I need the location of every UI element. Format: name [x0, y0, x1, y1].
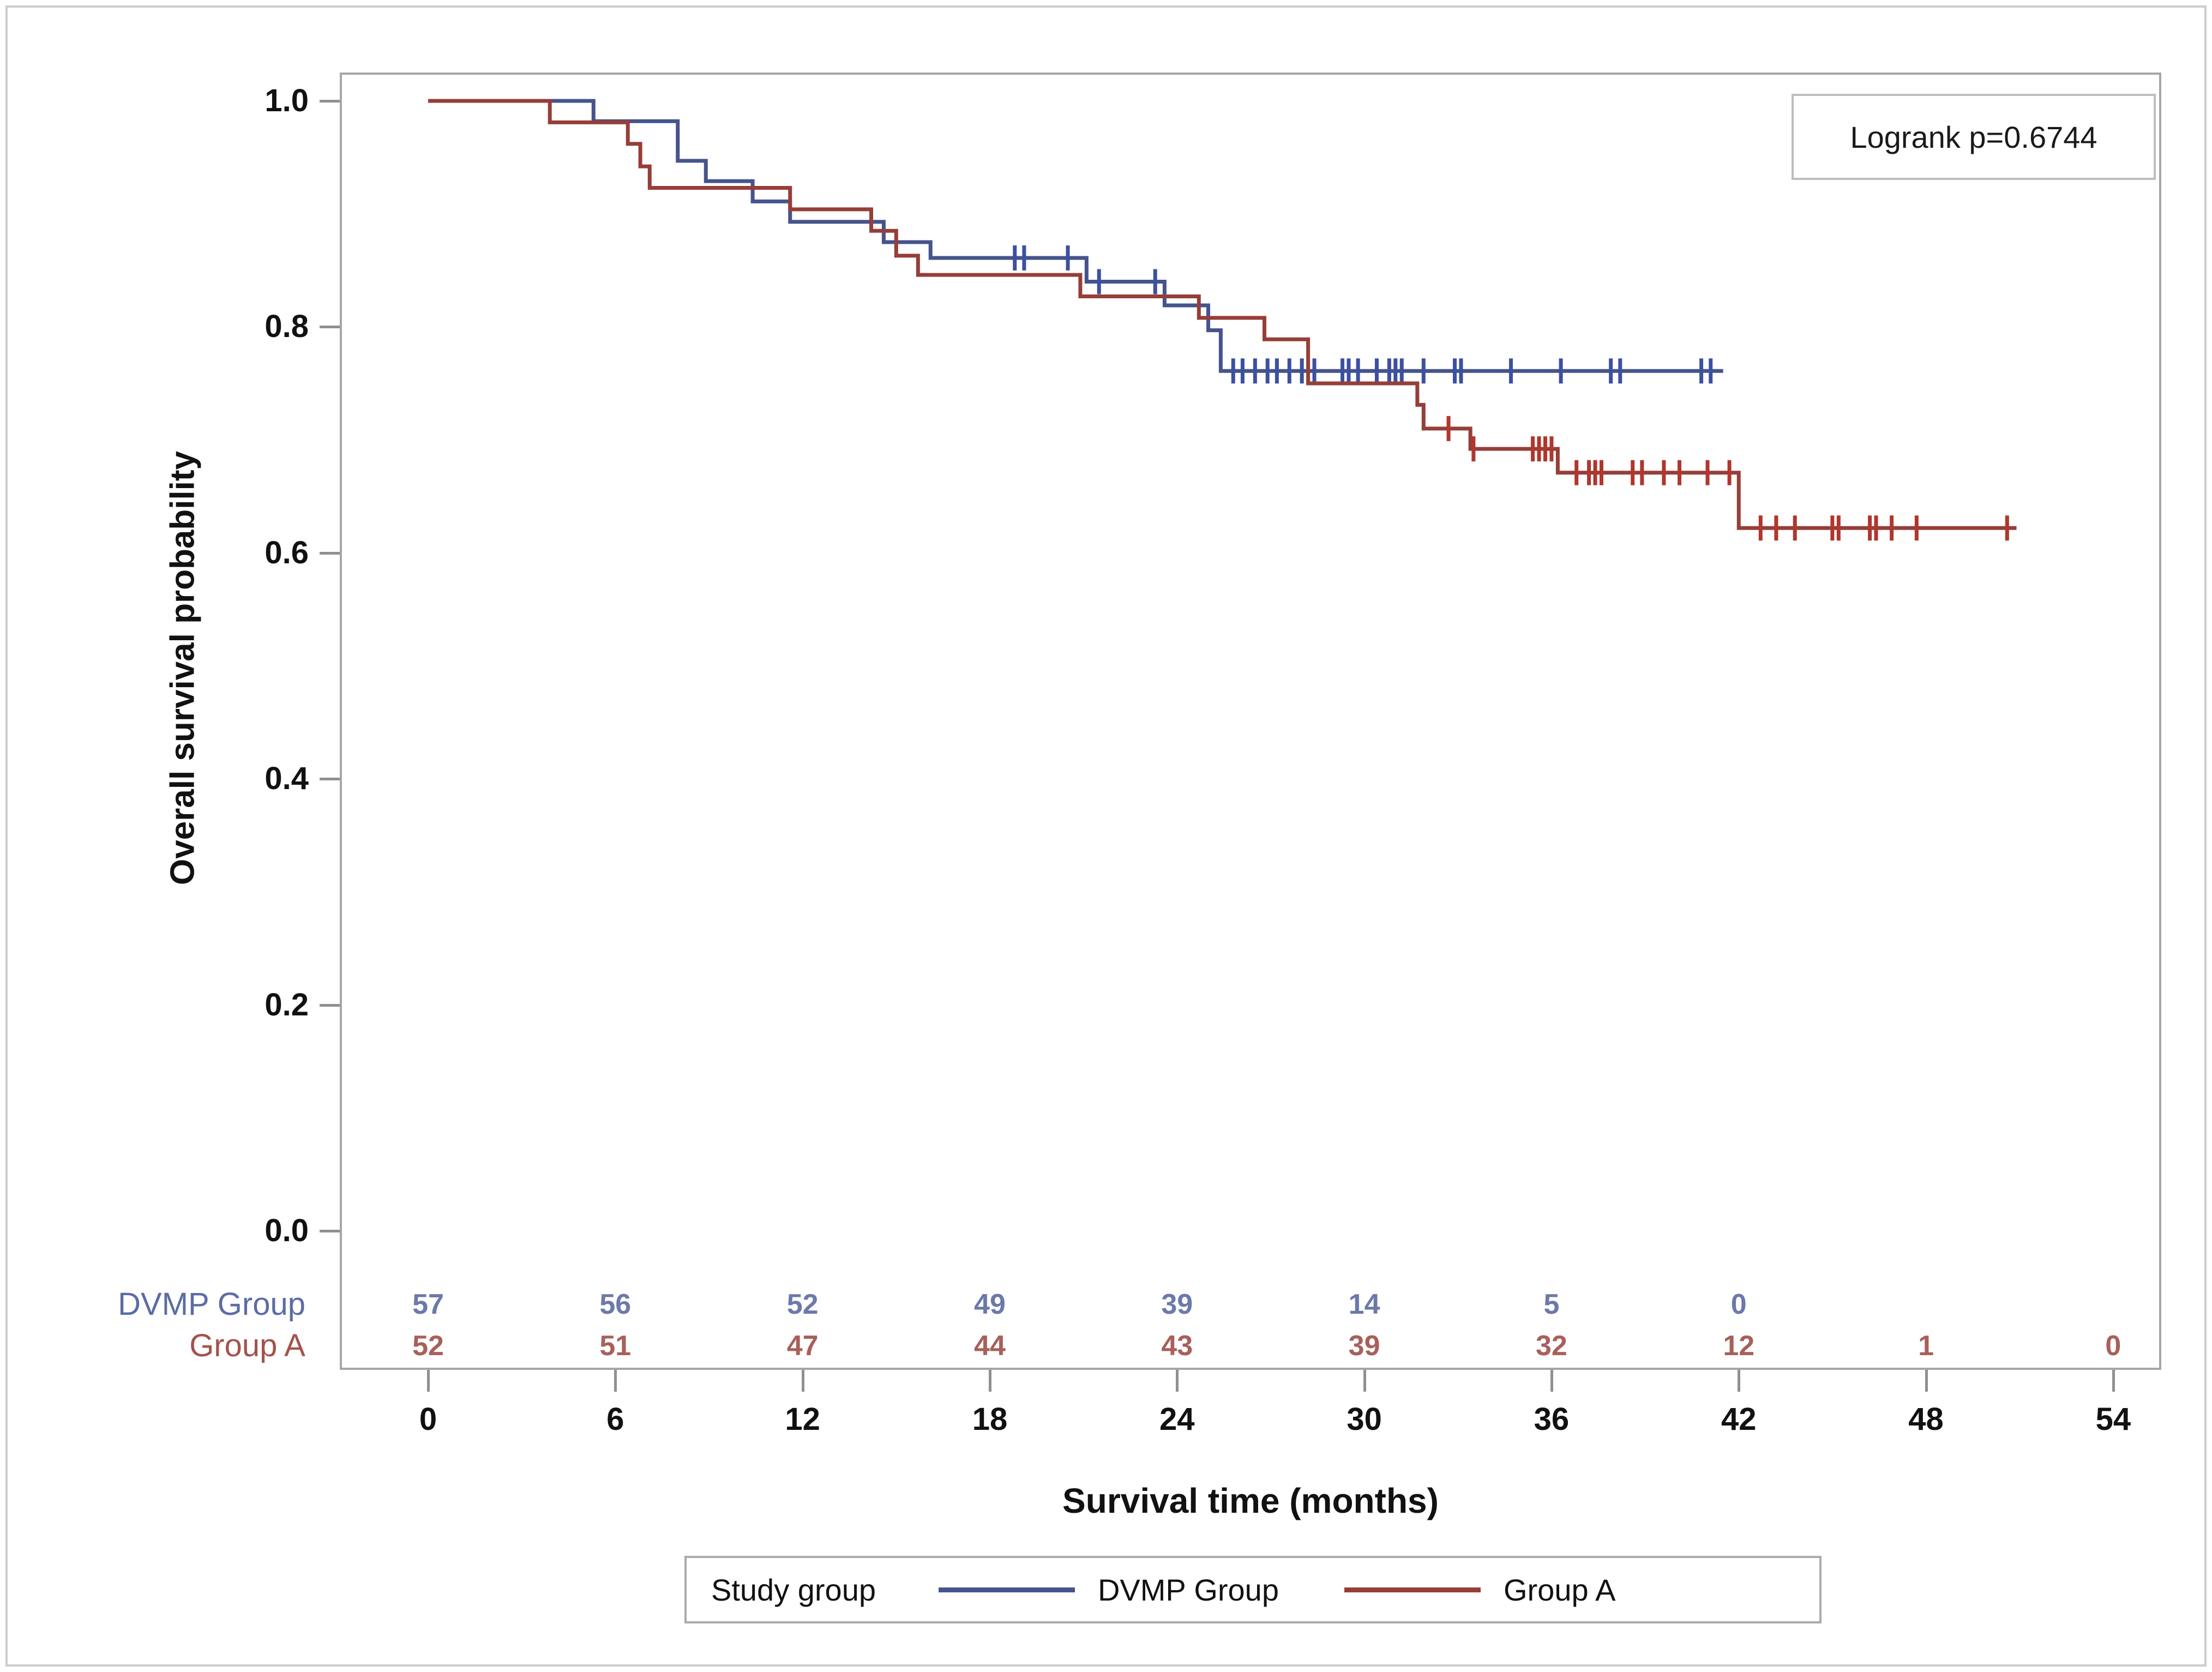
x-tick-label: 54: [2095, 1402, 2131, 1437]
x-tick-mark: [988, 1370, 991, 1392]
y-tick-mark: [320, 1230, 340, 1232]
x-tick-label: 18: [972, 1402, 1008, 1437]
at-risk-value: 12: [1723, 1330, 1755, 1362]
at-risk-value: 47: [786, 1330, 819, 1362]
legend-line-swatch: [938, 1587, 1075, 1592]
legend-entry-label: DVMP Group: [1097, 1572, 1279, 1607]
x-tick-label: 42: [1721, 1402, 1757, 1437]
y-tick-label: 0.2: [265, 987, 309, 1023]
y-tick-label: 1.0: [265, 83, 309, 118]
survival-curve-group-a: [428, 99, 2017, 530]
x-tick-label: 36: [1534, 1402, 1570, 1437]
x-tick-label: 12: [785, 1402, 820, 1437]
legend: Study group DVMP Group Group A: [684, 1556, 1822, 1623]
at-risk-value: 39: [1161, 1289, 1193, 1320]
x-tick-label: 6: [606, 1402, 624, 1437]
figure-border: [5, 5, 2207, 1667]
x-tick-mark: [1363, 1370, 1366, 1392]
at-risk-value: 39: [1348, 1330, 1380, 1362]
at-risk-value: 32: [1535, 1330, 1567, 1362]
logrank-annotation-box: Logrank p=0.6744: [1792, 94, 2156, 180]
survival-curve-dvmp-group: [428, 99, 1723, 373]
y-tick-mark: [320, 551, 340, 555]
x-tick-mark: [1550, 1370, 1553, 1392]
at-risk-value: 5: [1543, 1289, 1560, 1320]
legend-line-swatch: [1344, 1587, 1481, 1592]
y-tick-label: 0.8: [265, 309, 309, 345]
y-tick-mark: [320, 100, 340, 103]
y-tick-mark: [320, 778, 340, 781]
y-tick-label: 0.4: [265, 761, 309, 797]
at-risk-value: 0: [1730, 1289, 1747, 1320]
x-tick-mark: [1925, 1370, 1928, 1392]
x-tick-mark: [801, 1370, 804, 1392]
plot-frame: [340, 73, 2161, 1370]
x-tick-label: 48: [1908, 1402, 1944, 1437]
x-axis-title: Survival time (months): [1062, 1481, 1439, 1520]
y-tick-mark: [320, 326, 340, 329]
x-tick-label: 0: [419, 1402, 437, 1437]
legend-entry: Group A: [1344, 1572, 1615, 1608]
at-risk-value: 52: [412, 1330, 444, 1362]
legend-entries: DVMP Group Group A: [938, 1572, 1681, 1608]
at-risk-row-label: DVMP Group: [118, 1286, 305, 1322]
legend-entry: DVMP Group: [938, 1572, 1279, 1608]
y-tick-label: 0.6: [265, 534, 309, 570]
at-risk-value: 0: [2105, 1330, 2121, 1362]
x-tick-mark: [2112, 1370, 2115, 1392]
x-tick-mark: [614, 1370, 617, 1392]
x-tick-label: 24: [1159, 1402, 1195, 1437]
at-risk-value: 1: [1918, 1330, 1934, 1362]
legend-title: Study group: [711, 1572, 876, 1607]
at-risk-value: 43: [1161, 1330, 1193, 1362]
at-risk-value: 14: [1348, 1289, 1380, 1320]
y-tick-label: 0.0: [265, 1213, 309, 1248]
legend-entry-label: Group A: [1503, 1572, 1616, 1607]
at-risk-value: 49: [974, 1289, 1006, 1320]
x-tick-mark: [1176, 1370, 1179, 1392]
at-risk-value: 52: [786, 1289, 819, 1320]
at-risk-value: 44: [974, 1330, 1006, 1362]
x-tick-mark: [1738, 1370, 1741, 1392]
at-risk-value: 56: [599, 1289, 632, 1320]
logrank-annotation-text: Logrank p=0.6744: [1850, 119, 2097, 154]
x-tick-mark: [427, 1370, 430, 1392]
y-tick-mark: [320, 1003, 340, 1007]
at-risk-value: 51: [599, 1330, 632, 1362]
at-risk-value: 57: [412, 1289, 444, 1320]
x-tick-label: 30: [1347, 1402, 1382, 1437]
at-risk-row-label: Group A: [189, 1328, 305, 1363]
